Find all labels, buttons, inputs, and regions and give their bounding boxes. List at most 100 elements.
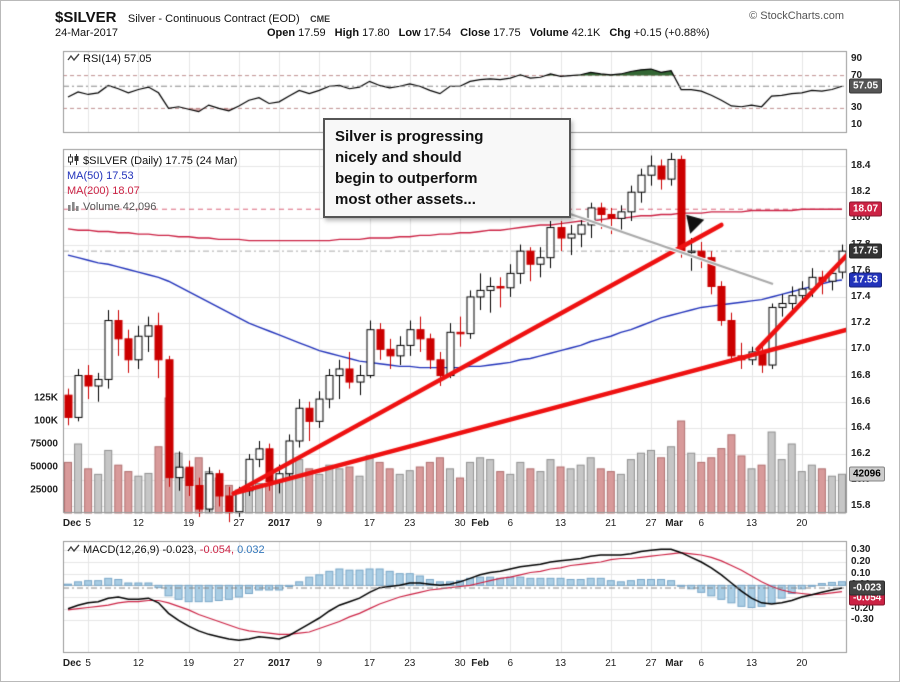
volume-axis-label: 75000	[30, 438, 58, 450]
macd-axis-label: 0.10	[851, 567, 871, 579]
x-axis-label: 30	[454, 518, 466, 529]
x-axis-label: 27	[645, 658, 657, 669]
quote-label: Close	[460, 27, 491, 39]
macd-value-tag: -0.023	[849, 580, 886, 596]
x-axis-label: 9	[316, 518, 323, 529]
x-axis-label: 6	[507, 518, 514, 529]
price-axis-label: 16.4	[851, 421, 871, 433]
x-axis-label: 2017	[267, 518, 291, 529]
macd-axis-label: -0.20	[851, 602, 874, 614]
x-axis-label: 12	[132, 518, 144, 529]
quote-label: Volume	[529, 27, 569, 39]
x-axis-label: 17	[364, 518, 376, 529]
annotation-line: Silver is progressing	[335, 128, 484, 145]
chart-title: Silver - Continuous Contract (EOD)	[127, 13, 300, 25]
macd-legend-value: -0.023,	[162, 544, 197, 556]
volume-legend-label: Volume 42,096	[83, 201, 157, 213]
x-axis-label: 13	[554, 658, 567, 669]
quote-label: Open	[267, 27, 296, 39]
volume-legend: Volume 42,096	[67, 200, 156, 213]
annotation-line: most other assets...	[335, 191, 476, 208]
ma50-value-tag: 17.53	[849, 272, 883, 288]
price-axis-label: 18.0	[851, 212, 871, 224]
price-axis-label: 16.6	[851, 395, 871, 407]
quote-value: 17.75	[493, 27, 521, 39]
indicator-line-icon	[67, 52, 80, 63]
ma200-value-tag: 18.07	[849, 201, 883, 217]
macd-legend: MACD(12,26,9) -0.023, -0.054, 0.032	[67, 543, 265, 556]
x-axis-label: Dec	[62, 658, 82, 669]
x-axis-label: 20	[796, 518, 808, 529]
rsi-axis-label: 10	[851, 118, 863, 130]
x-axis-label: 23	[404, 518, 416, 529]
x-axis-label: 19	[183, 518, 195, 529]
indicator-line-icon	[67, 543, 80, 554]
macd-axis-label: 0.30	[851, 544, 871, 556]
chart-date: 24-Mar-2017	[55, 27, 118, 39]
x-axis-label: 27	[645, 518, 657, 529]
volume-bars-icon	[67, 200, 80, 211]
volume-axis-label: 25000	[30, 484, 58, 496]
rsi-axis-label: 70	[851, 69, 863, 81]
x-axis-label: 9	[316, 658, 323, 669]
x-axis-label: 13	[745, 658, 758, 669]
x-axis-label: 6	[698, 658, 705, 669]
candlestick-icon	[67, 154, 80, 165]
x-axis-label: 13	[554, 518, 567, 529]
x-axis-label: 5	[85, 518, 91, 529]
ohlc-quote-row: Open 17.59 High 17.80 Low 17.54 Close 17.75 Volu…	[267, 27, 719, 39]
price-axis-label: 16.8	[851, 369, 871, 381]
quote-label: Chg	[609, 27, 631, 39]
annotation-line: nicely and should	[335, 149, 462, 166]
symbol-legend: $SILVER (Daily) 17.75 (24 Mar)	[67, 154, 237, 167]
rsi-legend: RSI(14) 57.05	[67, 52, 151, 65]
quote-value: 17.59	[298, 27, 326, 39]
ma50-legend: MA(50) 17.53	[67, 170, 134, 182]
x-axis-label: 6	[698, 518, 705, 529]
x-axis-label: 21	[605, 518, 617, 529]
price-axis-label: 18.2	[851, 186, 871, 198]
x-axis-label: 12	[132, 658, 144, 669]
exchange-label: CME	[310, 14, 331, 24]
copyright: © StockCharts.com	[749, 10, 844, 22]
x-axis-label: 27	[233, 518, 245, 529]
price-axis-label: 17.6	[851, 264, 871, 276]
price-axis-label: 18.4	[851, 160, 871, 172]
x-axis-label: 30	[454, 658, 466, 669]
quote-label: High	[334, 27, 360, 39]
x-axis-label: 21	[605, 658, 617, 669]
chart-header: $SILVER Silver - Continuous Contract (EO…	[55, 9, 330, 27]
price-axis-label: 17.4	[851, 290, 871, 302]
price-axis-label: 17.2	[851, 317, 871, 329]
x-axis-label: 2017	[267, 658, 291, 669]
quote-label: Low	[398, 27, 421, 39]
x-axis-label: 23	[404, 658, 416, 669]
close-value-tag: 17.75	[849, 243, 883, 259]
x-axis-label: Mar	[665, 658, 684, 669]
x-axis-label: Feb	[471, 518, 490, 529]
x-axis-label: 20	[796, 658, 808, 669]
quote-value: 17.80	[362, 27, 390, 39]
x-axis-label: Feb	[471, 658, 490, 669]
macd-axis-label: -0.30	[851, 614, 874, 626]
volume-axis-label: 125K	[34, 392, 58, 404]
macd-legend-prefix: MACD(12,26,9)	[83, 544, 160, 556]
symbol-legend-label: $SILVER (Daily) 17.75 (24 Mar)	[83, 155, 238, 167]
quote-value: 17.54	[423, 27, 452, 39]
rsi-value-tag: 57.05	[849, 78, 883, 94]
quote-value: 42.1K	[571, 27, 601, 39]
volume-value-tag: 42096	[849, 466, 885, 482]
price-axis-label: 16.2	[851, 448, 871, 460]
rsi-legend-label: RSI(14) 57.05	[83, 53, 152, 65]
x-axis-label: 5	[85, 658, 91, 669]
x-axis-label: 13	[745, 518, 758, 529]
volume-axis-label: 100K	[34, 415, 58, 427]
rsi-axis-label: 90	[851, 53, 863, 65]
price-axis-label: 17.0	[851, 343, 871, 355]
x-axis-label: 17	[364, 658, 376, 669]
x-axis-label: 27	[233, 658, 245, 669]
x-axis-label: Dec	[62, 518, 82, 529]
x-axis-label: Mar	[665, 518, 684, 529]
ticker-symbol: $SILVER	[55, 9, 117, 26]
